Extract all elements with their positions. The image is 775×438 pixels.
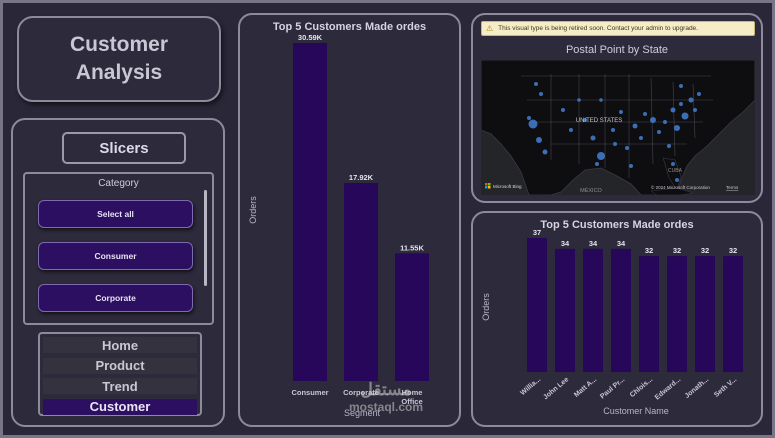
nav-button-product[interactable]: Product <box>43 357 197 374</box>
customer-bar <box>667 256 687 372</box>
report-title-box: Customer Analysis <box>17 16 221 102</box>
nav-button-customer[interactable]: Customer <box>43 398 197 415</box>
category-scrollbar[interactable] <box>204 190 207 286</box>
customer-tick-label: Chlois... <box>629 376 654 399</box>
customer-tick-label: Matt A... <box>573 376 598 399</box>
customer-bar <box>555 248 575 372</box>
segment-tick-label: Office <box>401 397 422 406</box>
customer-bar <box>611 248 631 372</box>
warning-icon: ⚠ <box>486 24 494 33</box>
slicer-option-corporate[interactable]: Corporate <box>38 284 193 312</box>
customer-bar <box>527 238 547 372</box>
map-label-mexico: MÉXICO <box>580 187 602 194</box>
customer-tick-label: John Lee <box>542 376 570 401</box>
retirement-warning-text: This visual type is being retired soon. … <box>498 25 698 32</box>
customer-tick-label: Seth V... <box>713 376 738 399</box>
category-slicer-label: Category <box>98 178 139 189</box>
slicer-panel: Slicers Category Select all Consumer Cor… <box>11 118 225 427</box>
map-label-country: UNITED STATES <box>576 118 622 124</box>
customer-bar-value-label: 32 <box>673 246 681 255</box>
customer-tick-label: Edward... <box>654 376 682 401</box>
customer-bar-value-label: 32 <box>645 246 653 255</box>
page-navigator: Home Product Trend Customer <box>38 332 202 416</box>
segment-orders-chart: Orders Segment 30.59K Consumer 17.92K Corpo… <box>248 33 429 418</box>
nav-button-trend[interactable]: Trend <box>43 378 197 394</box>
report-title-line2: Analysis <box>75 61 163 84</box>
bing-label: Microsoft Bing <box>493 184 522 189</box>
segment-bar <box>395 253 429 381</box>
segment-tick-label: Home <box>402 388 423 397</box>
segment-bar-value-label: 30.59K <box>298 33 323 42</box>
slicers-heading: Slicers <box>62 132 186 164</box>
segment-bar-value-label: 17.92K <box>349 173 374 182</box>
map-terms-link[interactable]: Terms <box>726 185 739 190</box>
segment-bar-value-label: 11.55K <box>400 243 424 252</box>
map-label-cuba: CUBA <box>668 168 683 174</box>
customer-bar <box>695 256 715 372</box>
customer-bar-value-label: 37 <box>533 228 541 237</box>
customer-bar-value-label: 32 <box>701 246 709 255</box>
customer-bar-value-label: 34 <box>617 239 626 248</box>
postal-map-panel: ⚠ This visual type is being retired soon… <box>471 13 763 203</box>
segment-tick-label: Corporate <box>343 388 379 397</box>
customer-bar-value-label: 34 <box>561 239 570 248</box>
segment-chart-ylabel: Orders <box>248 196 258 224</box>
customer-bar-value-label: 34 <box>589 239 598 248</box>
segment-tick-label: Consumer <box>291 388 328 397</box>
category-slicer: Category Select all Consumer Corporate <box>23 172 214 325</box>
map-title: Postal Point by State <box>565 44 669 56</box>
segment-bar <box>344 182 378 381</box>
microsoft-bing-logo: Microsoft Bing <box>485 183 522 189</box>
customer-bar <box>723 256 743 372</box>
customer-orders-chart-panel: Top 5 Customers Made ordes Orders Custom… <box>471 211 763 427</box>
segment-chart-xlabel: Segment <box>344 408 381 418</box>
nav-button-home[interactable]: Home <box>43 337 197 353</box>
segment-bar <box>293 43 327 381</box>
customer-chart-ylabel: Orders <box>481 293 491 321</box>
report-title-line1: Customer <box>69 33 169 56</box>
customer-tick-label: Paul Pr... <box>599 376 626 400</box>
customer-tick-label: Jonath... <box>684 376 711 400</box>
customer-chart-xlabel: Customer Name <box>603 406 669 416</box>
customer-orders-chart: Orders Customer Name 37 Willia... 34 John L… <box>481 228 743 416</box>
slicer-option-consumer[interactable]: Consumer <box>38 242 193 270</box>
segment-orders-chart-panel: Top 5 Customers Made ordes Orders Segmen… <box>238 13 461 427</box>
retirement-warning-banner: ⚠ This visual type is being retired soon… <box>481 21 755 36</box>
customer-bar <box>639 256 659 372</box>
customer-chart-title: Top 5 Customers Made ordes <box>540 219 694 231</box>
customer-tick-label: Willia... <box>519 376 542 397</box>
us-map[interactable]: UNITED STATES MÉXICO CUBA Microsoft Bing… <box>481 60 755 195</box>
slicer-option-select-all[interactable]: Select all <box>38 200 193 228</box>
map-copyright: © 2024 Microsoft Corporation <box>651 184 710 190</box>
mostaql-watermark: مستقل mostaql.com <box>348 380 423 414</box>
us-map-canvas[interactable]: UNITED STATES MÉXICO CUBA Microsoft Bing… <box>481 60 755 195</box>
customer-bar <box>583 248 603 372</box>
segment-chart-title: Top 5 Customers Made ordes <box>272 21 427 33</box>
customer-bar-value-label: 32 <box>729 246 737 255</box>
